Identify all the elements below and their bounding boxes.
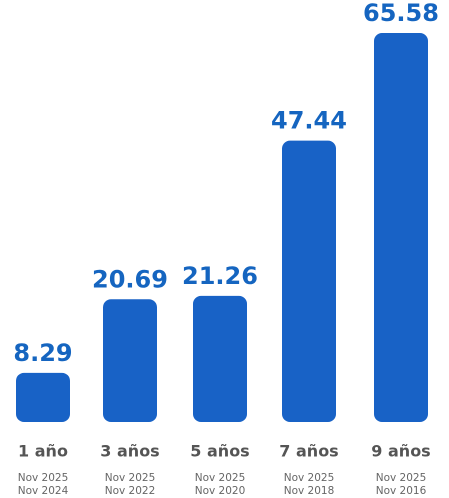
period-end: Nov 2025 — [376, 472, 427, 484]
period-end: Nov 2025 — [105, 472, 156, 484]
period-end: Nov 2025 — [18, 472, 69, 484]
bar — [193, 295, 247, 422]
period-start: Nov 2020 — [195, 485, 246, 497]
bar — [374, 33, 428, 422]
value-label: 8.29 — [13, 339, 72, 367]
category-label: 9 años — [371, 442, 430, 461]
period-start: Nov 2018 — [284, 485, 335, 497]
period-start: Nov 2016 — [376, 485, 427, 497]
bar — [282, 140, 336, 422]
category-label: 5 años — [190, 442, 249, 461]
period-start: Nov 2024 — [18, 485, 69, 497]
value-label: 21.26 — [182, 262, 258, 290]
category-label: 3 años — [100, 442, 159, 461]
period-end: Nov 2025 — [195, 472, 246, 484]
value-label: 47.44 — [271, 107, 347, 135]
period-start: Nov 2022 — [105, 485, 156, 497]
period-end: Nov 2025 — [284, 472, 335, 484]
category-label: 7 años — [279, 442, 338, 461]
bar — [16, 372, 70, 422]
value-label: 20.69 — [92, 265, 168, 293]
bar — [103, 299, 157, 422]
category-label: 1 año — [18, 442, 68, 461]
value-label: 65.58 — [363, 0, 439, 27]
